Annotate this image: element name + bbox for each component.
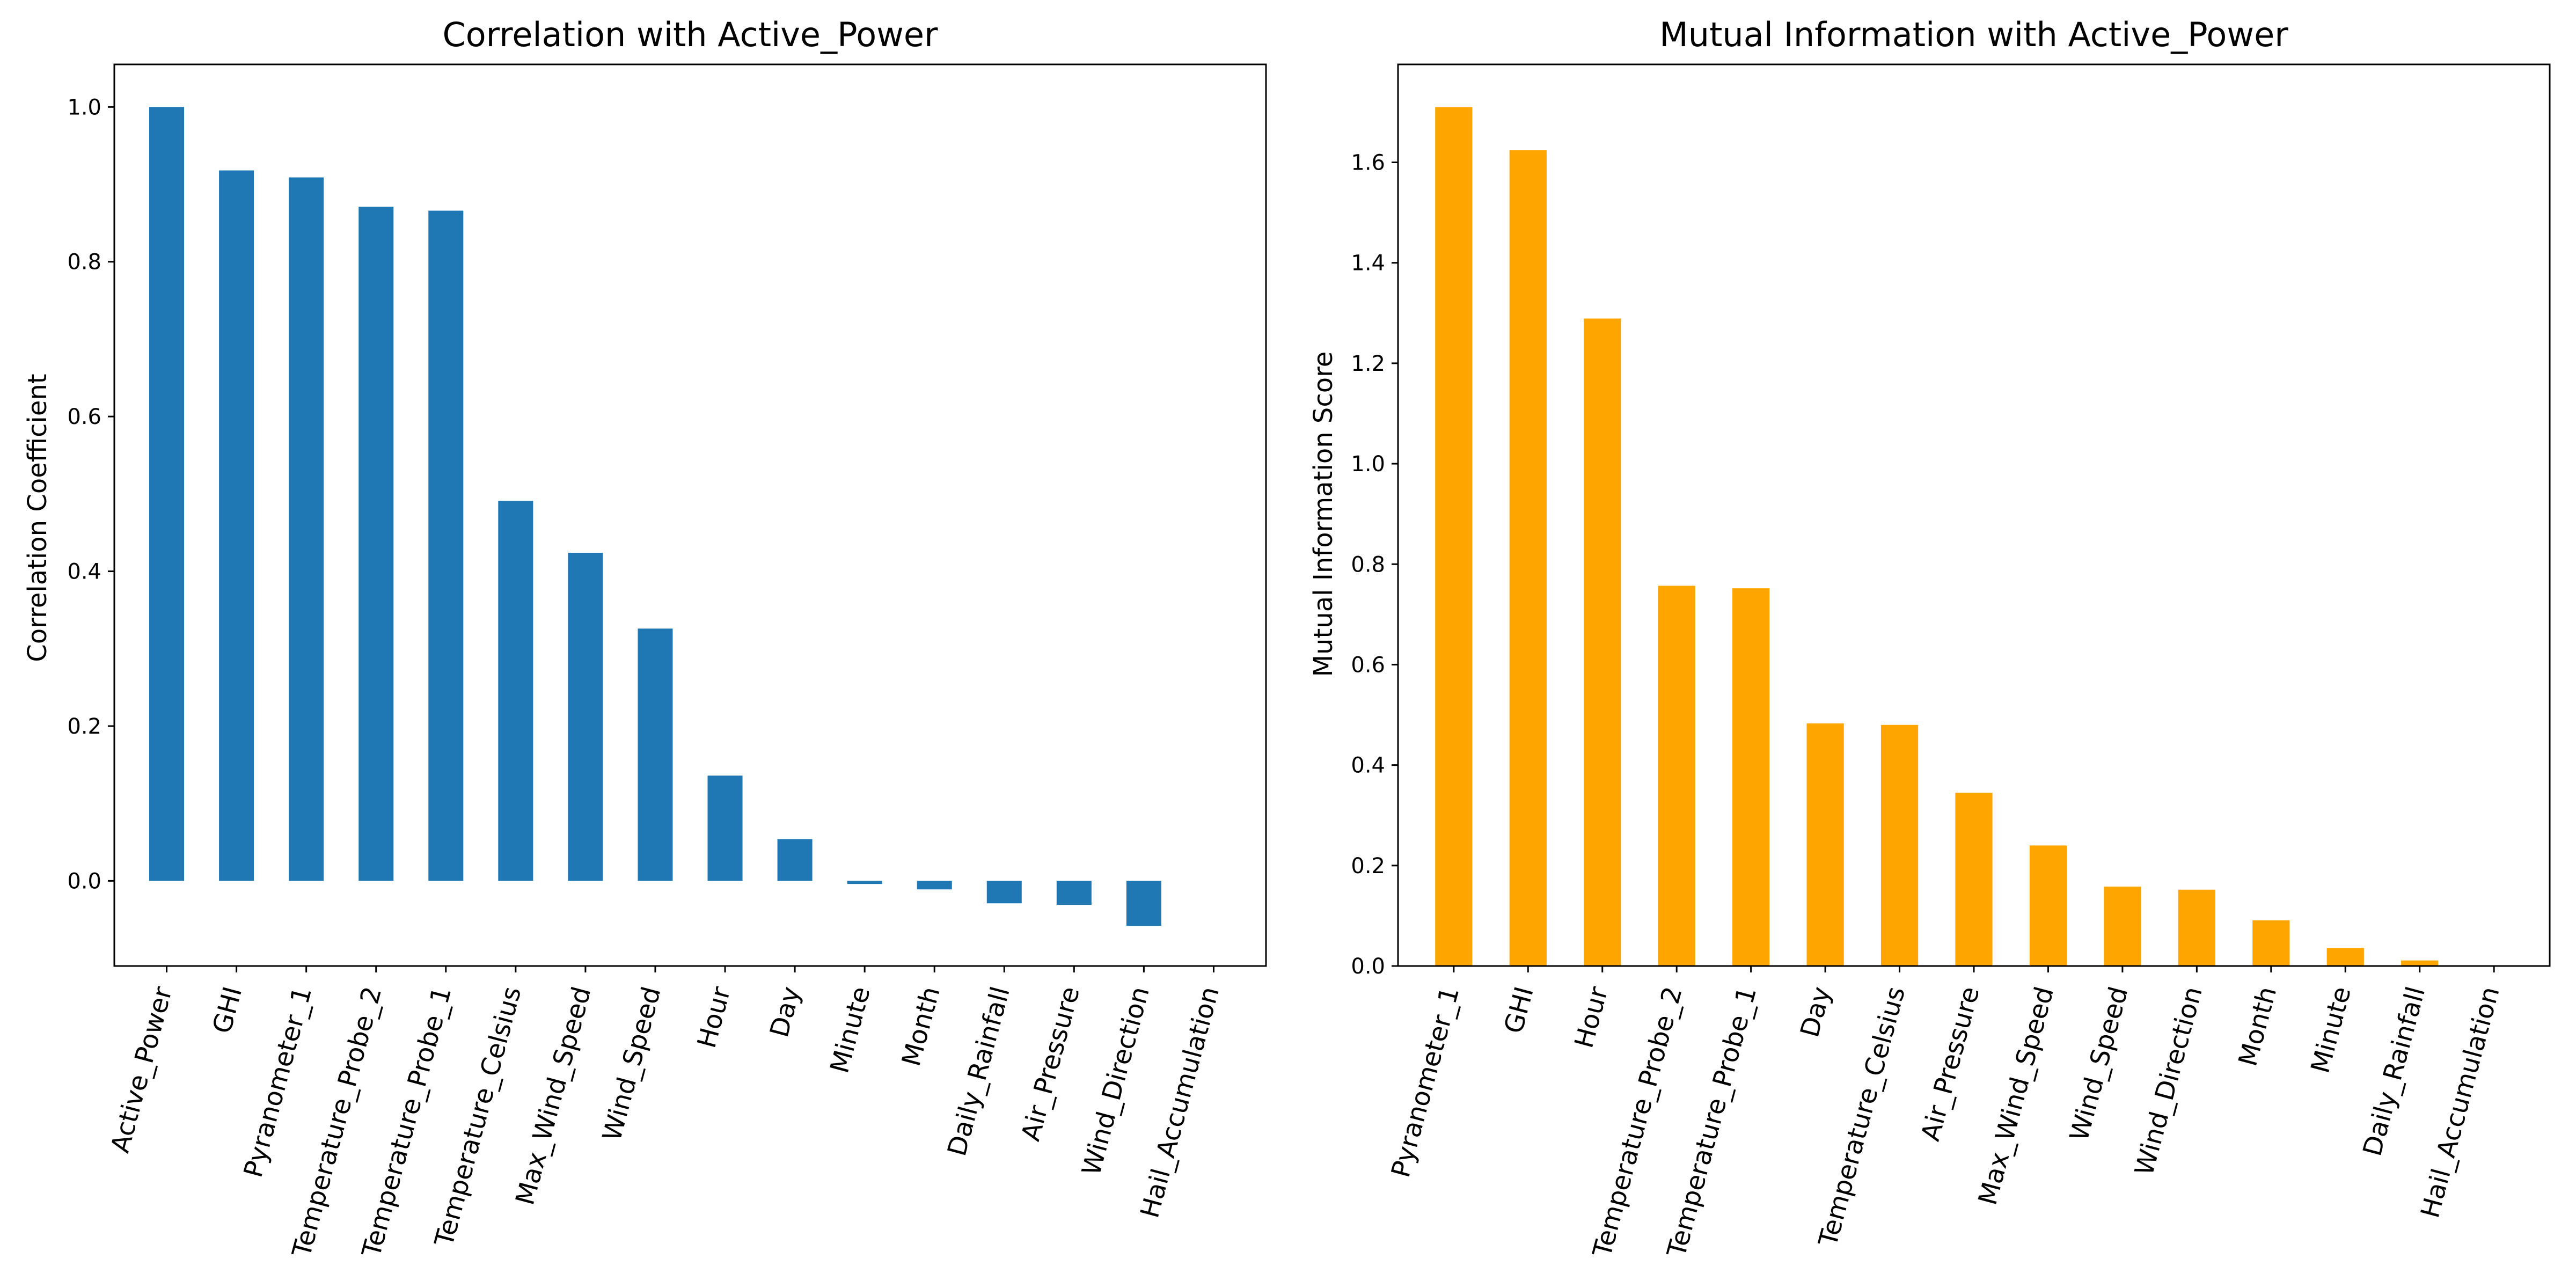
correlation-y-tick-label: 0.8 [67, 250, 101, 275]
correlation-y-axis-label: Correlation Coefficient [23, 374, 53, 662]
correlation-y-tick-label: 0.0 [67, 869, 101, 894]
correlation-bar-temperature-celsius [498, 501, 533, 881]
correlation-bar-month [917, 881, 952, 890]
correlation-bar-air-pressure [1056, 881, 1092, 905]
mutual-information-bar-wind-speed [2104, 887, 2141, 966]
mutual-information-bar-day [1806, 723, 1844, 966]
correlation-y-tick-label: 0.6 [67, 405, 101, 429]
mutual-information-bar-minute [2326, 948, 2364, 966]
correlation-bar-wind-speed [638, 628, 673, 881]
mutual-information-y-tick-label: 0.6 [1351, 653, 1385, 677]
correlation-y-tick-label: 1.0 [67, 95, 101, 120]
mutual-information-bar-hour [1584, 318, 1621, 966]
correlation-bar-day [777, 839, 813, 881]
mutual-information-y-tick-label: 1.4 [1351, 251, 1385, 276]
mutual-information-bars [1435, 107, 2439, 966]
correlation-bar-wind-direction [1126, 881, 1161, 926]
mutual-information-bar-temperature-probe-2 [1658, 586, 1695, 966]
mutual-information-y-tick-label: 0.0 [1351, 954, 1385, 979]
mutual-information-bar-max-wind-speed [2029, 845, 2067, 966]
mutual-information-bar-air-pressure [1955, 793, 1993, 966]
correlation-bars [149, 107, 1161, 926]
correlation-bar-active-power [149, 107, 185, 881]
correlation-y-tick-label: 0.2 [67, 714, 101, 739]
correlation-bar-temperature-probe-1 [428, 210, 464, 881]
correlation-bar-minute [847, 881, 882, 884]
mutual-information-bar-temperature-probe-1 [1732, 588, 1770, 966]
mutual-information-y-axis: 0.0 0.2 0.4 0.6 0.8 1.0 1.2 1.4 1.6 [1351, 151, 1398, 979]
mutual-information-chart-title: Mutual Information with Active_Power [1659, 15, 2288, 54]
correlation-y-axis: 0.0 0.2 0.4 0.6 0.8 1.0 [67, 95, 114, 894]
mutual-information-bar-temperature-celsius [1880, 724, 1919, 966]
mutual-information-y-tick-label: 0.4 [1351, 753, 1385, 778]
correlation-bar-temperature-probe-2 [358, 207, 394, 881]
correlation-bar-hour [707, 775, 743, 881]
correlation-y-tick-label: 0.4 [67, 560, 101, 584]
mutual-information-y-tick-label: 1.2 [1351, 352, 1385, 376]
mutual-information-y-axis-label: Mutual Information Score [1308, 352, 1338, 677]
correlation-chart-title: Correlation with Active_Power [442, 15, 938, 54]
correlation-bar-daily-rainfall [986, 881, 1022, 904]
mutual-information-y-tick-label: 1.0 [1351, 452, 1385, 477]
mutual-information-bar-daily-rainfall [2401, 960, 2439, 966]
mutual-information-plot-frame [1397, 63, 2551, 967]
correlation-bar-ghi [219, 170, 254, 881]
mutual-information-bar-pyranometer-1 [1435, 107, 1473, 966]
mutual-information-y-tick-label: 0.8 [1351, 552, 1385, 577]
mutual-information-bar-month [2252, 920, 2290, 966]
mutual-information-y-tick-label: 0.2 [1351, 854, 1385, 879]
correlation-bar-pyranometer-1 [289, 177, 324, 881]
correlation-plot-frame [113, 63, 1267, 967]
mutual-information-y-tick-label: 1.6 [1351, 151, 1385, 175]
mutual-information-bar-wind-direction [2178, 889, 2215, 966]
correlation-bar-max-wind-speed [568, 552, 603, 881]
mutual-information-bar-ghi [1509, 150, 1547, 966]
